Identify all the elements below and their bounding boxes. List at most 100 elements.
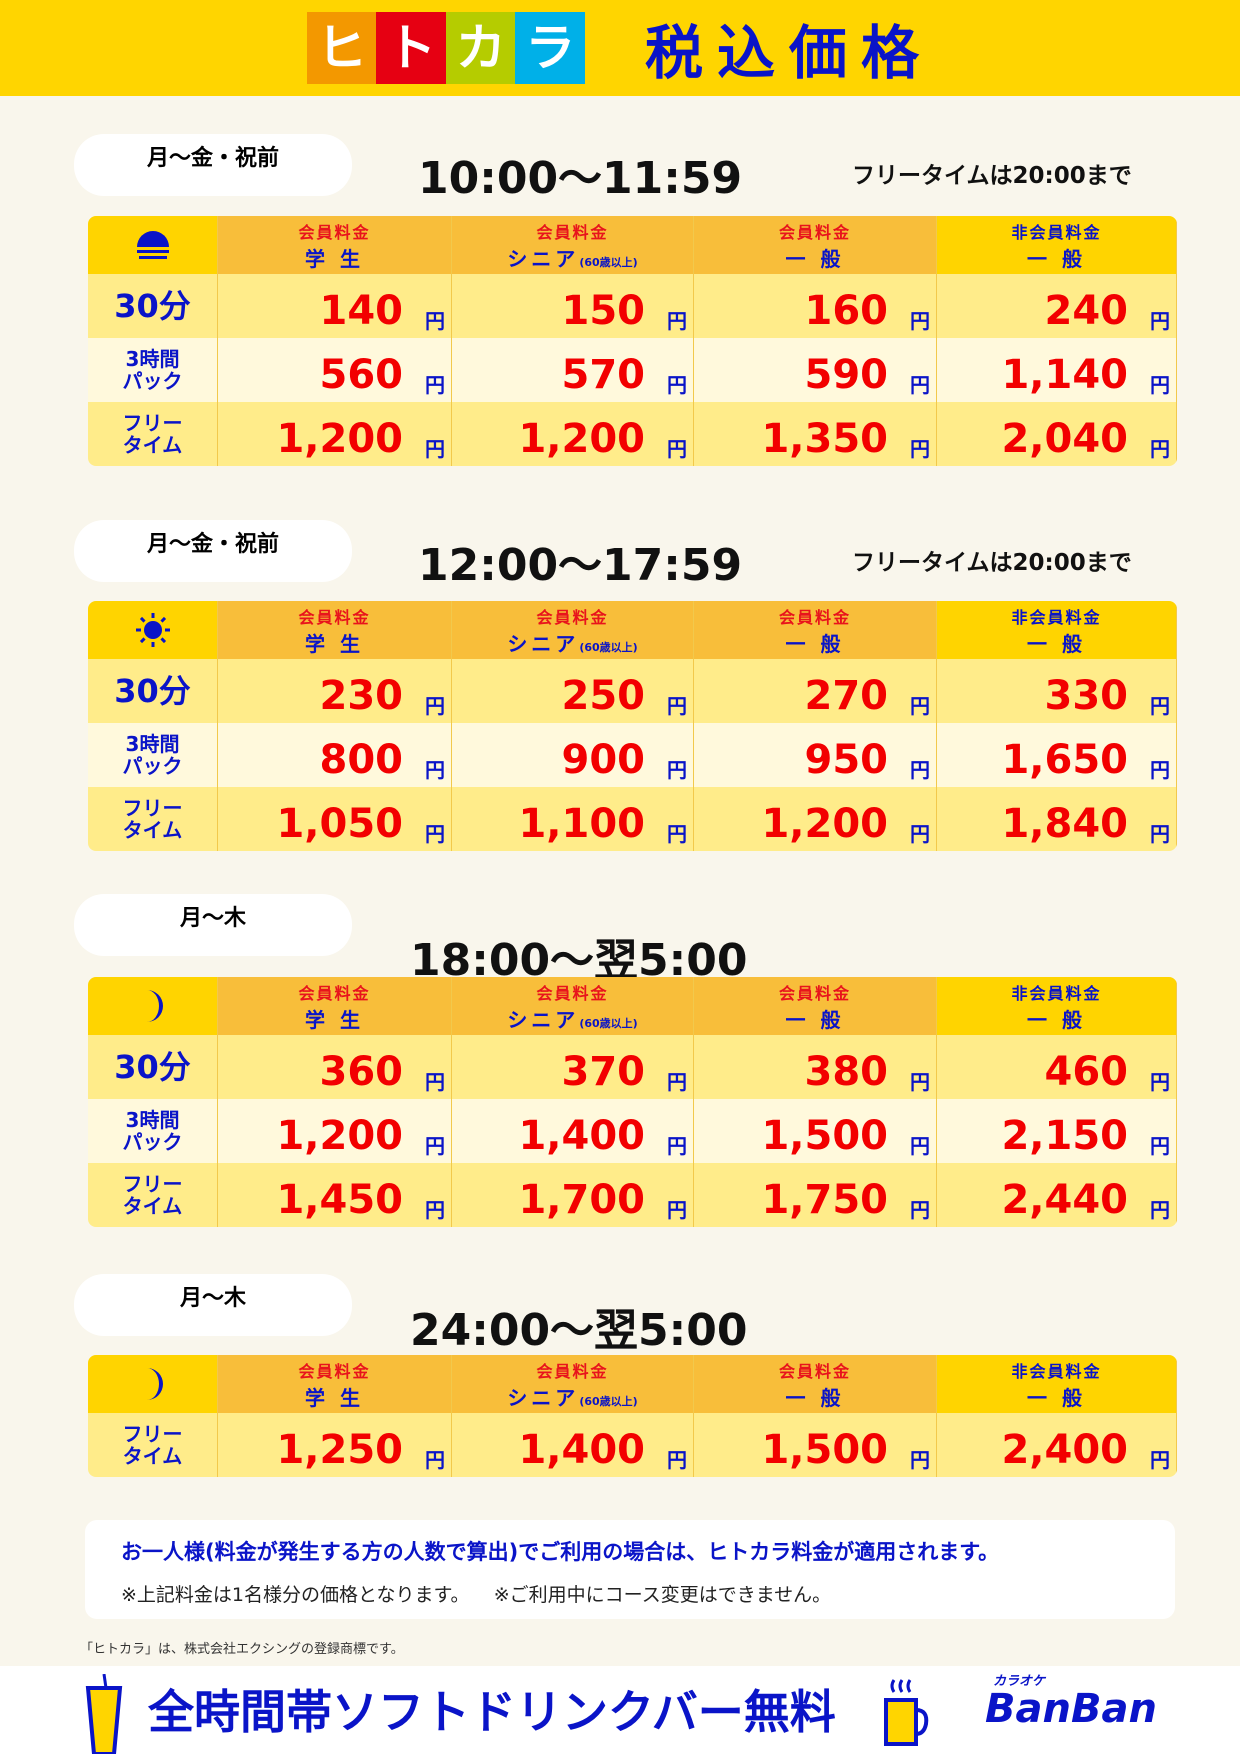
trademark-note: 「ヒトカラ」は、株式会社エクシングの登録商標です。 bbox=[80, 1642, 404, 1657]
price-value: 160 bbox=[804, 288, 889, 334]
yen-unit: 円 bbox=[1150, 1070, 1170, 1094]
yen-unit: 円 bbox=[910, 822, 930, 846]
price-value: 1,400 bbox=[518, 1113, 645, 1159]
price-value: 1,700 bbox=[518, 1177, 645, 1223]
price-cell: 2,400 円 bbox=[937, 1413, 1177, 1477]
time-range: 10:00〜11:59 bbox=[418, 153, 743, 204]
yen-unit: 円 bbox=[1150, 437, 1170, 461]
row-label-3h-pack: 3時間 パック bbox=[88, 723, 218, 787]
yen-unit: 円 bbox=[1150, 1134, 1170, 1158]
column-header: 非会員料金一 般 bbox=[937, 216, 1177, 274]
price-value: 360 bbox=[319, 1049, 404, 1095]
logo-char: ト bbox=[376, 12, 446, 84]
column-header-type: 会員料金 bbox=[298, 983, 371, 1003]
yen-unit: 円 bbox=[910, 694, 930, 718]
column-header-category: 学 生 bbox=[305, 1385, 364, 1410]
price-cell: 330 円 bbox=[937, 659, 1177, 723]
price-cell: 590 円 bbox=[694, 338, 937, 402]
price-cell: 1,200 円 bbox=[694, 787, 937, 851]
column-header-type: 会員料金 bbox=[536, 983, 609, 1003]
yen-unit: 円 bbox=[910, 373, 930, 397]
free-time-note: フリータイムは20:00まで bbox=[852, 550, 1132, 576]
drink-cup-icon bbox=[85, 1674, 123, 1754]
price-cell: 900 円 bbox=[452, 723, 694, 787]
yen-unit: 円 bbox=[1150, 822, 1170, 846]
price-cell: 270 円 bbox=[694, 659, 937, 723]
column-header-category: 一 般 bbox=[1027, 1385, 1086, 1410]
price-cell: 360 円 bbox=[218, 1035, 452, 1099]
column-header-type: 会員料金 bbox=[778, 607, 851, 627]
price-value: 1,200 bbox=[276, 416, 403, 462]
price-cell: 1,400 円 bbox=[452, 1099, 694, 1163]
price-value: 140 bbox=[319, 288, 404, 334]
banban-logo: カラオケ BanBan bbox=[985, 1674, 1157, 1732]
yen-unit: 円 bbox=[667, 694, 687, 718]
price-cell: 380 円 bbox=[694, 1035, 937, 1099]
price-cell: 950 円 bbox=[694, 723, 937, 787]
price-value: 1,200 bbox=[276, 1113, 403, 1159]
price-cell: 1,750 円 bbox=[694, 1163, 937, 1227]
column-header-type: 会員料金 bbox=[536, 607, 609, 627]
column-header-category: シニア(60歳以上) bbox=[507, 631, 638, 656]
price-cell: 230 円 bbox=[218, 659, 452, 723]
price-value: 950 bbox=[804, 737, 889, 783]
yen-unit: 円 bbox=[1150, 1198, 1170, 1222]
column-header-type: 会員料金 bbox=[298, 1361, 371, 1381]
price-table: 会員料金学 生会員料金 シニア(60歳以上) 会員料金一 般非会員料金一 般 30分 2… bbox=[88, 601, 1177, 851]
price-value: 1,500 bbox=[761, 1113, 888, 1159]
column-header-category: シニア(60歳以上) bbox=[507, 1385, 638, 1410]
yen-unit: 円 bbox=[910, 1198, 930, 1222]
price-cell: 150 円 bbox=[452, 274, 694, 338]
price-cell: 1,050 円 bbox=[218, 787, 452, 851]
yen-unit: 円 bbox=[910, 1134, 930, 1158]
price-value: 270 bbox=[804, 673, 889, 719]
price-cell: 800 円 bbox=[218, 723, 452, 787]
yen-unit: 円 bbox=[425, 1134, 445, 1158]
price-value: 570 bbox=[561, 352, 646, 398]
column-header-category: 一 般 bbox=[785, 631, 845, 656]
price-value: 900 bbox=[561, 737, 646, 783]
price-value: 2,040 bbox=[1001, 416, 1128, 462]
page-title: 税込価格 bbox=[644, 19, 933, 87]
note-solo: お一人様(料金が発生する方の人数で算出)でご利用の場合は、ヒトカラ料金が適用され… bbox=[121, 1540, 1000, 1564]
note-price-per-person: ※上記料金は1名様分の価格となります。 bbox=[121, 1584, 470, 1606]
price-cell: 1,200 円 bbox=[218, 402, 452, 466]
price-cell: 570 円 bbox=[452, 338, 694, 402]
price-table: 会員料金学 生会員料金 シニア(60歳以上) 会員料金一 般非会員料金一 般フリータ… bbox=[88, 1355, 1177, 1477]
price-value: 1,350 bbox=[761, 416, 888, 462]
price-value: 370 bbox=[561, 1049, 646, 1095]
price-table: 会員料金学 生会員料金 シニア(60歳以上) 会員料金一 般非会員料金一 般 30分 1… bbox=[88, 216, 1177, 466]
column-header: 会員料金学 生 bbox=[218, 216, 452, 274]
footer-banner: 全時間帯ソフトドリンクバー無料 カラオケ BanBan bbox=[0, 1666, 1240, 1754]
price-cell: 1,500 円 bbox=[694, 1413, 937, 1477]
price-value: 2,440 bbox=[1001, 1177, 1128, 1223]
column-header-category: シニア(60歳以上) bbox=[507, 246, 638, 271]
column-header-category: 一 般 bbox=[785, 1385, 845, 1410]
days-pill: 月〜金・祝前 bbox=[74, 520, 352, 582]
yen-unit: 円 bbox=[425, 822, 445, 846]
yen-unit: 円 bbox=[667, 437, 687, 461]
column-header-category: 一 般 bbox=[785, 1007, 845, 1032]
note-no-course-change: ※ご利用中にコース変更はできません。 bbox=[493, 1584, 832, 1606]
column-header-type: 非会員料金 bbox=[1011, 1361, 1102, 1381]
yen-unit: 円 bbox=[425, 1070, 445, 1094]
price-cell: 560 円 bbox=[218, 338, 452, 402]
yen-unit: 円 bbox=[667, 1070, 687, 1094]
note-small: ※上記料金は1名様分の価格となります。 ※ご利用中にコース変更はできません。 bbox=[121, 1580, 1139, 1607]
column-header: 会員料金学 生 bbox=[218, 977, 452, 1035]
row-label-30min: 30分 bbox=[88, 659, 218, 723]
yen-unit: 円 bbox=[425, 758, 445, 782]
price-value: 590 bbox=[804, 352, 889, 398]
row-label-30min: 30分 bbox=[88, 1035, 218, 1099]
yen-unit: 円 bbox=[1150, 694, 1170, 718]
price-cell: 250 円 bbox=[452, 659, 694, 723]
row-label-free-time: フリー タイム bbox=[88, 787, 218, 851]
column-header-type: 非会員料金 bbox=[1011, 607, 1102, 627]
column-header-category: 一 般 bbox=[785, 246, 845, 271]
yen-unit: 円 bbox=[425, 694, 445, 718]
column-header-type: 会員料金 bbox=[536, 222, 609, 242]
price-cell: 1,200 円 bbox=[218, 1099, 452, 1163]
price-cell: 1,400 円 bbox=[452, 1413, 694, 1477]
yen-unit: 円 bbox=[667, 309, 687, 333]
column-header-type: 会員料金 bbox=[536, 1361, 609, 1381]
